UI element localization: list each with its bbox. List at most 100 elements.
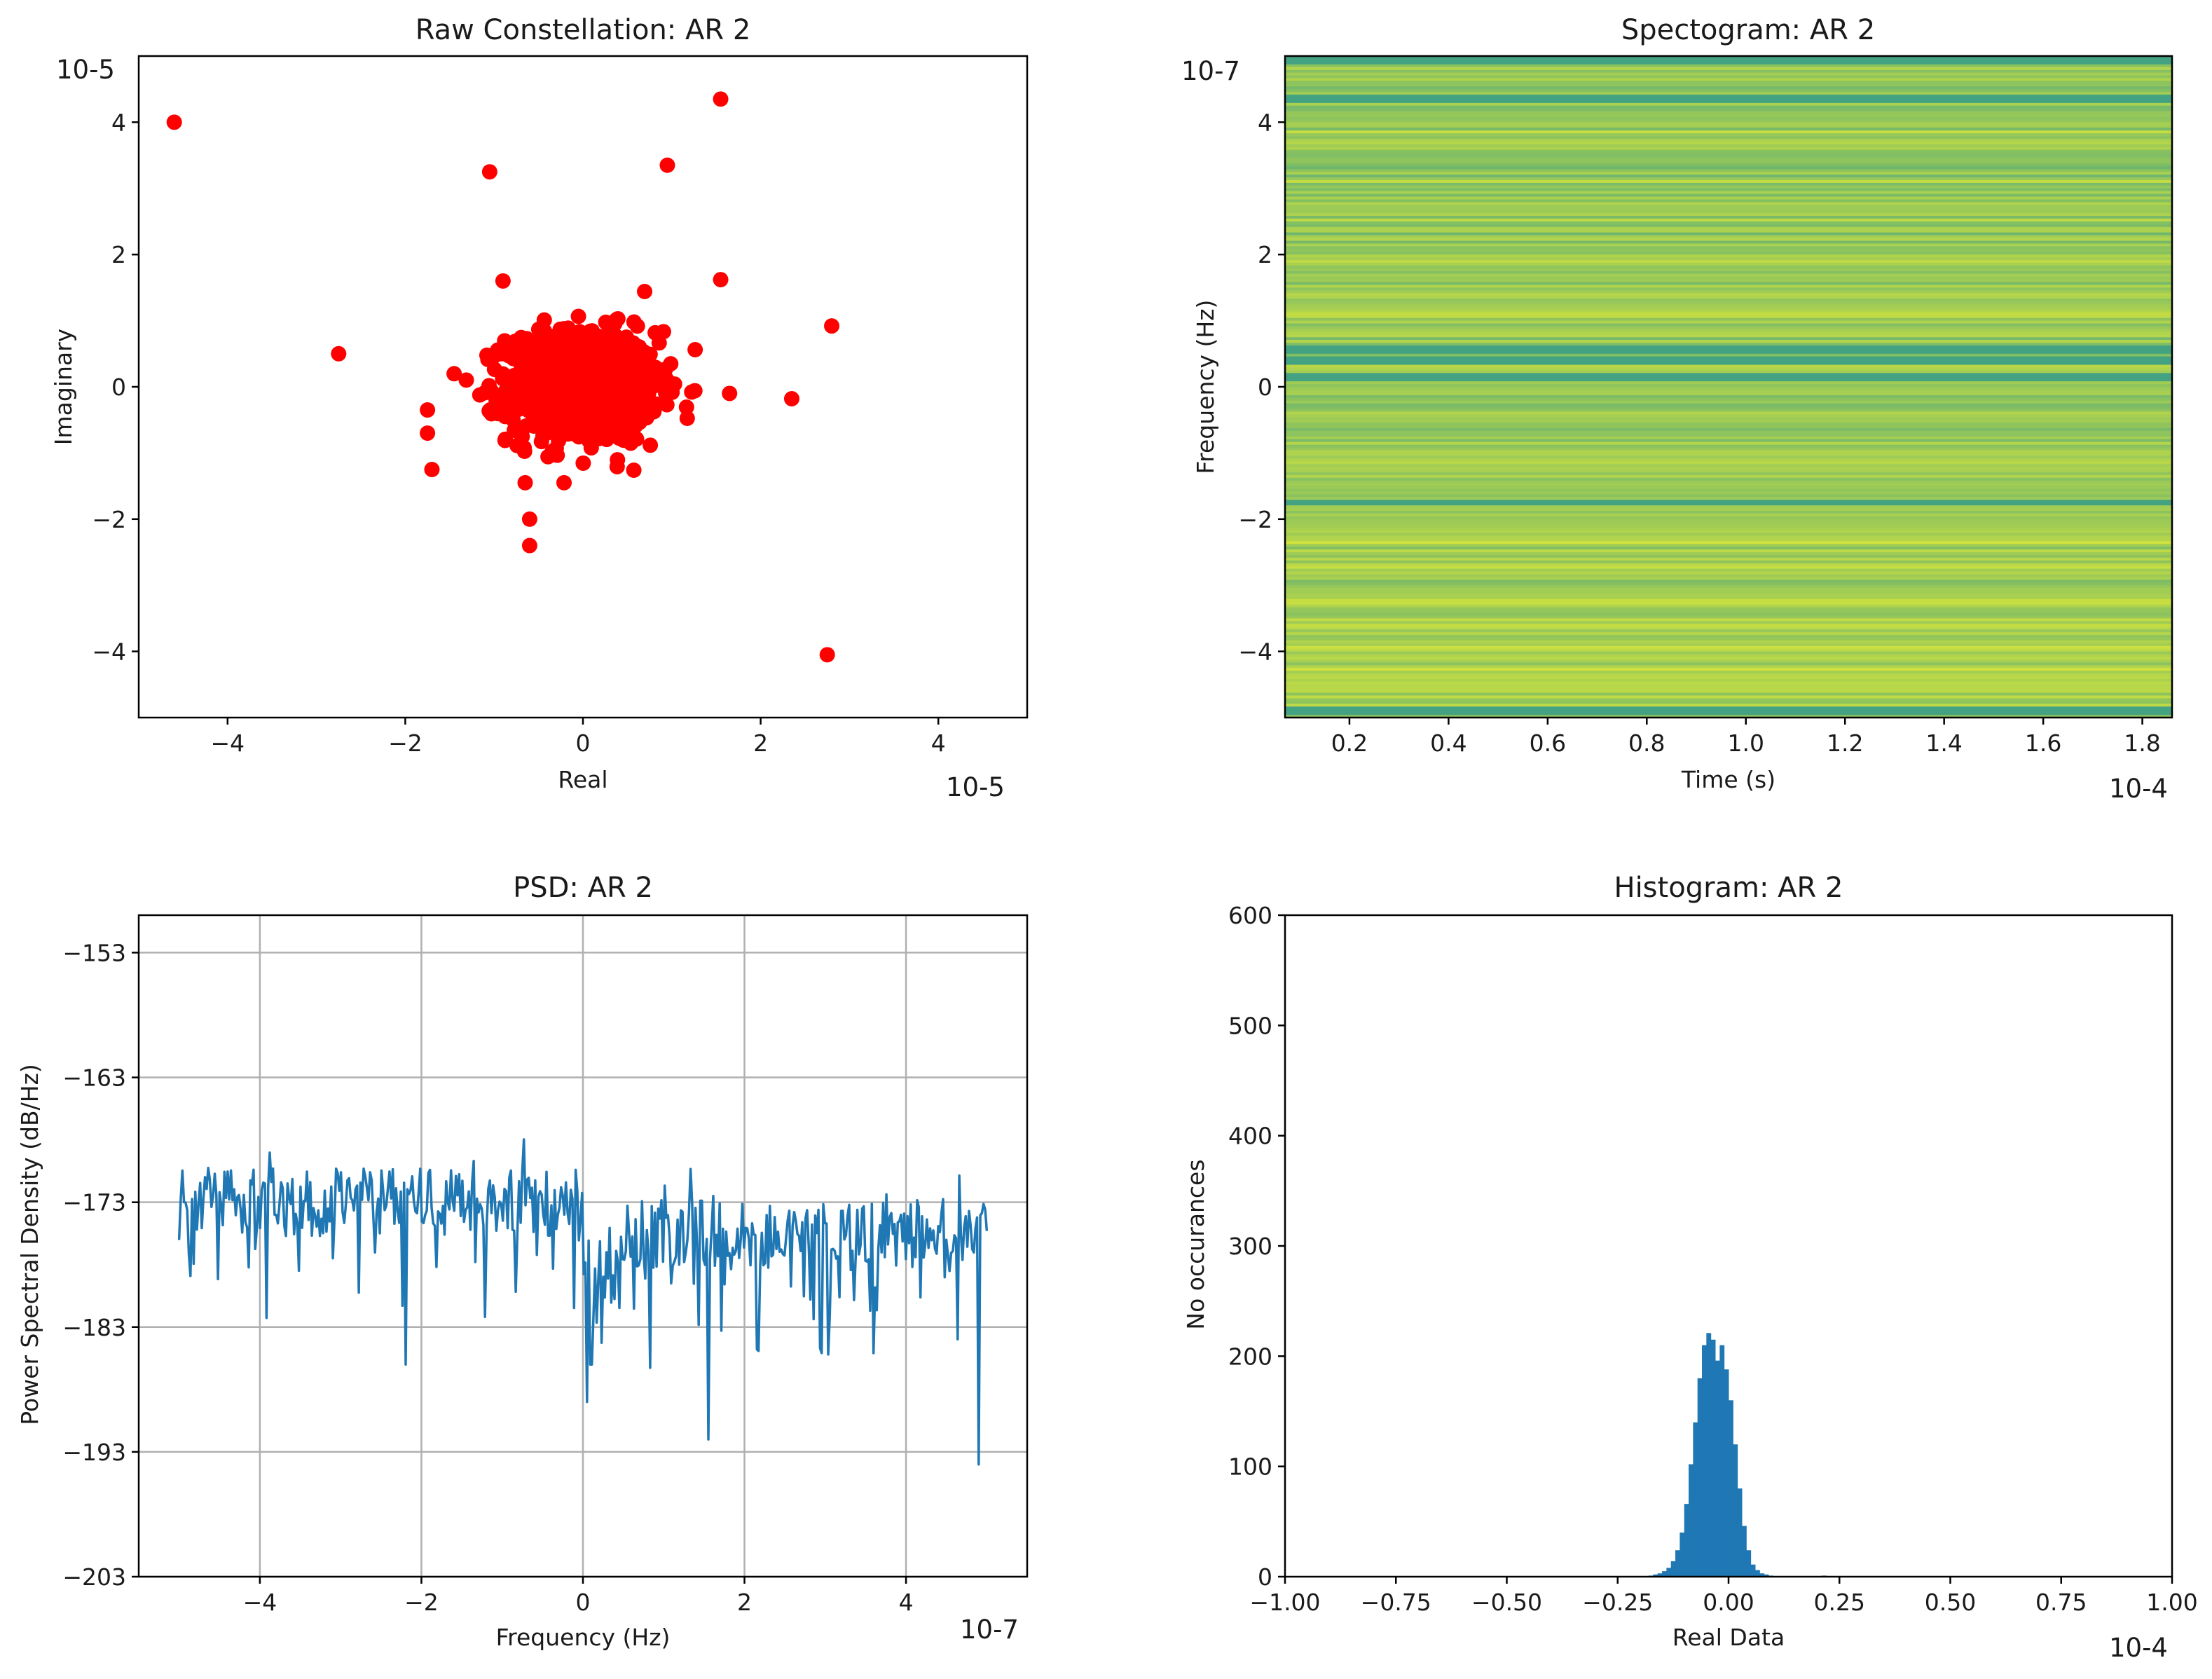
spectrogram-row xyxy=(1285,331,2172,335)
spectrogram-row xyxy=(1285,320,2172,324)
spectrogram-row xyxy=(1285,315,2172,319)
spectrogram-row xyxy=(1285,447,2172,451)
histogram-ytick-label: 100 xyxy=(1228,1453,1272,1481)
spectrogram-row xyxy=(1285,105,2172,109)
spectrogram-row xyxy=(1285,268,2172,272)
spectrogram-row xyxy=(1285,130,2172,134)
spectrogram-row xyxy=(1285,712,2172,715)
spectrogram-row xyxy=(1285,425,2172,429)
spectrogram-row xyxy=(1285,111,2172,115)
spectrogram-row xyxy=(1285,544,2172,547)
psd-ytick-label: −163 xyxy=(62,1064,126,1092)
histogram-bar xyxy=(1697,1378,1703,1577)
constellation-point xyxy=(535,348,551,364)
constellation-point xyxy=(424,462,440,477)
constellation-point xyxy=(684,384,700,400)
spectrogram-row xyxy=(1285,133,2172,137)
constellation-point xyxy=(713,91,729,107)
spectrogram-row xyxy=(1285,56,2172,60)
psd-xtick-label: 4 xyxy=(899,1589,914,1616)
constellation-point xyxy=(625,335,641,351)
spectrogram-x-multiplier: 10-4 xyxy=(2109,774,2168,804)
spectrogram-row xyxy=(1285,704,2172,707)
spectrogram-row xyxy=(1285,678,2172,683)
histogram-bar xyxy=(1754,1570,1760,1577)
constellation-point xyxy=(824,318,840,334)
spectrogram-row xyxy=(1285,387,2172,390)
constellation-point xyxy=(570,396,586,412)
constellation-point xyxy=(610,310,626,327)
constellation-point xyxy=(591,421,607,437)
spectrogram-row xyxy=(1285,146,2172,151)
spectrogram-row xyxy=(1285,139,2172,142)
histogram-bar xyxy=(1733,1444,1738,1577)
spectrogram-row xyxy=(1285,538,2172,542)
histogram-bar xyxy=(1719,1345,1725,1577)
spectrogram-row xyxy=(1285,692,2172,697)
histogram-bar xyxy=(1662,1571,1667,1577)
constellation-point xyxy=(497,432,513,448)
spectrogram-row xyxy=(1285,196,2172,200)
spectrogram-row xyxy=(1285,100,2172,104)
spectrogram-row xyxy=(1285,640,2172,644)
spectrogram-row xyxy=(1285,651,2172,655)
spectrogram-row xyxy=(1285,624,2172,627)
constellation-point xyxy=(628,431,645,447)
spectrogram-ticks: 0.2 0.4 0.6 0.8 1.0 1.2 1.4 1.6 1.8 −4 −2 0 2 4 xyxy=(1238,109,2160,757)
spectrogram-row xyxy=(1285,502,2172,506)
constellation-point xyxy=(661,383,677,399)
constellation-point xyxy=(420,402,436,418)
constellation-xtick-label: −4 xyxy=(210,729,245,757)
histogram-bar xyxy=(1657,1573,1663,1577)
spectrogram-row xyxy=(1285,417,2172,420)
spectrogram-row xyxy=(1285,464,2172,467)
histogram-ytick-label: 400 xyxy=(1228,1123,1272,1150)
histogram-xtick-label: 0.25 xyxy=(1814,1589,1865,1616)
constellation-point xyxy=(531,336,547,352)
constellation-point xyxy=(472,387,488,403)
spectrogram-y-multiplier: 10-7 xyxy=(1181,56,1240,86)
constellation-point xyxy=(521,537,537,554)
spectrogram-row xyxy=(1285,254,2172,258)
spectrogram-row xyxy=(1285,409,2172,412)
spectrogram-row xyxy=(1285,301,2172,305)
histogram-ticks: −1.00 −0.75 −0.50 −0.25 0.00 0.25 0.50 0.75 1.00… xyxy=(1228,902,2198,1616)
spectrogram-row xyxy=(1285,662,2172,666)
spectrogram-row xyxy=(1285,455,2172,459)
histogram-ytick-label: 300 xyxy=(1228,1233,1272,1260)
spectrogram-row xyxy=(1285,687,2172,691)
spectrogram-row xyxy=(1285,659,2172,663)
histogram-bar xyxy=(1750,1564,1756,1577)
spectrogram-row xyxy=(1285,75,2172,79)
spectrogram-row xyxy=(1285,563,2172,567)
constellation-point xyxy=(651,335,667,351)
spectrogram-row xyxy=(1285,350,2172,355)
spectrogram-row xyxy=(1285,114,2172,118)
spectrogram-row xyxy=(1285,276,2172,280)
psd-line xyxy=(177,1138,989,1466)
spectrogram-row xyxy=(1285,450,2172,453)
psd-xtick-label: 2 xyxy=(737,1589,752,1616)
spectrogram-row xyxy=(1285,461,2172,465)
spectrogram-ytick-label: 4 xyxy=(1258,109,1272,136)
spectrogram-row xyxy=(1285,508,2172,512)
spectrogram-ytick-label: −2 xyxy=(1238,506,1272,533)
spectrogram-row xyxy=(1285,367,2172,371)
spectrogram-row xyxy=(1285,477,2172,481)
psd-ylabel: Power Spectral Density (dB/Hz) xyxy=(16,1064,43,1425)
spectrogram-row xyxy=(1285,224,2172,228)
spectrogram-row xyxy=(1285,125,2172,128)
spectrogram-row xyxy=(1285,695,2172,699)
spectrogram-row xyxy=(1285,560,2172,564)
histogram-ytick-label: 0 xyxy=(1258,1563,1272,1591)
spectrogram-row xyxy=(1285,671,2172,674)
spectrogram-row xyxy=(1285,144,2172,148)
spectrogram-row xyxy=(1285,78,2172,81)
spectrogram-row xyxy=(1285,102,2172,107)
spectrogram-row xyxy=(1285,549,2172,553)
psd-ytick-label: −203 xyxy=(62,1563,126,1591)
spectrogram-row xyxy=(1285,340,2172,343)
histogram-bar xyxy=(1729,1400,1733,1577)
constellation-point xyxy=(626,462,642,479)
spectrogram-xtick-label: 0.2 xyxy=(1331,729,1368,757)
